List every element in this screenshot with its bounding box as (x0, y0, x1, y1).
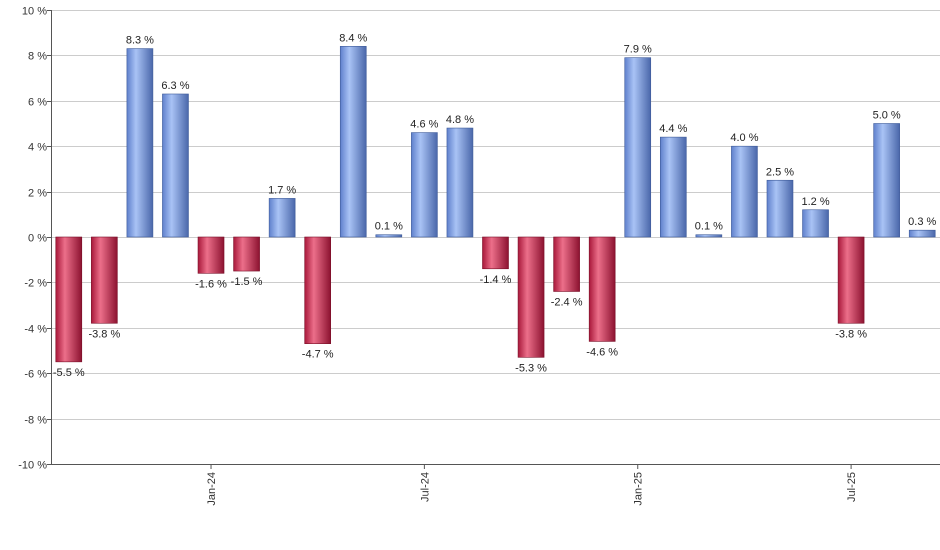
data-labels: -5.5 % -3.8 % 8.3 % 6.3 % -1.6 % -1.5 % 1.7 % -… (53, 32, 937, 379)
data-label: -1.6 % (195, 278, 227, 290)
bar (268, 198, 296, 238)
data-label: -5.5 % (53, 367, 85, 379)
x-tick-label: Jul-24 (419, 472, 431, 502)
y-tick-label: 0 % (28, 233, 47, 245)
data-label: 4.6 % (410, 119, 438, 131)
bar (162, 93, 189, 238)
bars (55, 46, 936, 363)
data-label: 4.8 % (446, 114, 474, 126)
bar (233, 236, 260, 272)
bar (304, 236, 332, 344)
x-tick-label: Jul-25 (846, 472, 858, 502)
data-label: 8.4 % (339, 32, 367, 44)
y-tick-label: 4 % (28, 142, 47, 154)
bar (517, 236, 545, 358)
data-label: -3.8 % (88, 328, 120, 340)
bar (766, 179, 794, 238)
y-tick-label: 6 % (28, 97, 47, 109)
data-label: 1.2 % (801, 196, 829, 208)
bar (339, 46, 367, 238)
data-label: 5.0 % (873, 110, 901, 122)
bar (375, 234, 403, 238)
data-label: 0.1 % (375, 221, 403, 233)
data-label: 4.4 % (659, 123, 687, 135)
data-label: 6.3 % (161, 80, 189, 92)
bar (446, 127, 474, 238)
bar (126, 48, 154, 238)
bar (197, 236, 225, 274)
data-label: 8.3 % (126, 35, 154, 47)
y-tick-label: -8 % (24, 415, 47, 427)
bar (802, 209, 829, 238)
bar (873, 123, 900, 238)
bar (55, 236, 83, 363)
y-tick-label: 8 % (28, 51, 47, 63)
data-label: -5.3 % (515, 362, 547, 374)
bar (908, 229, 936, 238)
data-label: -1.4 % (480, 274, 512, 286)
bar (411, 132, 438, 238)
y-tick-label: -10 % (18, 460, 47, 472)
x-tick-label: Jan-24 (206, 472, 218, 506)
bar (731, 145, 758, 238)
bar (91, 236, 118, 324)
bar (624, 57, 652, 238)
y-tick-label: 10 % (22, 6, 47, 18)
data-label: 4.0 % (730, 132, 758, 144)
y-tick-label: -6 % (24, 369, 47, 381)
x-tick-label: Jan-25 (633, 472, 645, 506)
bar (695, 234, 723, 238)
data-label: 0.3 % (908, 216, 936, 228)
data-label: -1.5 % (231, 276, 263, 288)
bar (659, 136, 687, 238)
bar (837, 236, 865, 324)
data-label: -4.6 % (586, 346, 618, 358)
y-tick-label: -2 % (24, 278, 47, 290)
y-axis-ticks: -10 % -8 % -6 % -4 % -2 % 0 % 2 % 4 % 6 % 8 % 10 % (18, 6, 51, 472)
bar (553, 236, 580, 292)
data-label: 0.1 % (695, 221, 723, 233)
bar (588, 236, 616, 342)
y-tick-label: 2 % (28, 188, 47, 200)
data-label: -3.8 % (835, 328, 867, 340)
data-label: 7.9 % (624, 44, 652, 56)
data-label: 2.5 % (766, 166, 794, 178)
axes (51, 10, 940, 465)
bar (482, 236, 509, 270)
x-axis-ticks: Jan-24 Jul-24 Jan-25 Jul-25 (206, 464, 858, 506)
data-label: 1.7 % (268, 184, 296, 196)
y-tick-label: -4 % (24, 324, 47, 336)
data-label: -4.7 % (302, 349, 334, 361)
data-label: -2.4 % (551, 296, 583, 308)
